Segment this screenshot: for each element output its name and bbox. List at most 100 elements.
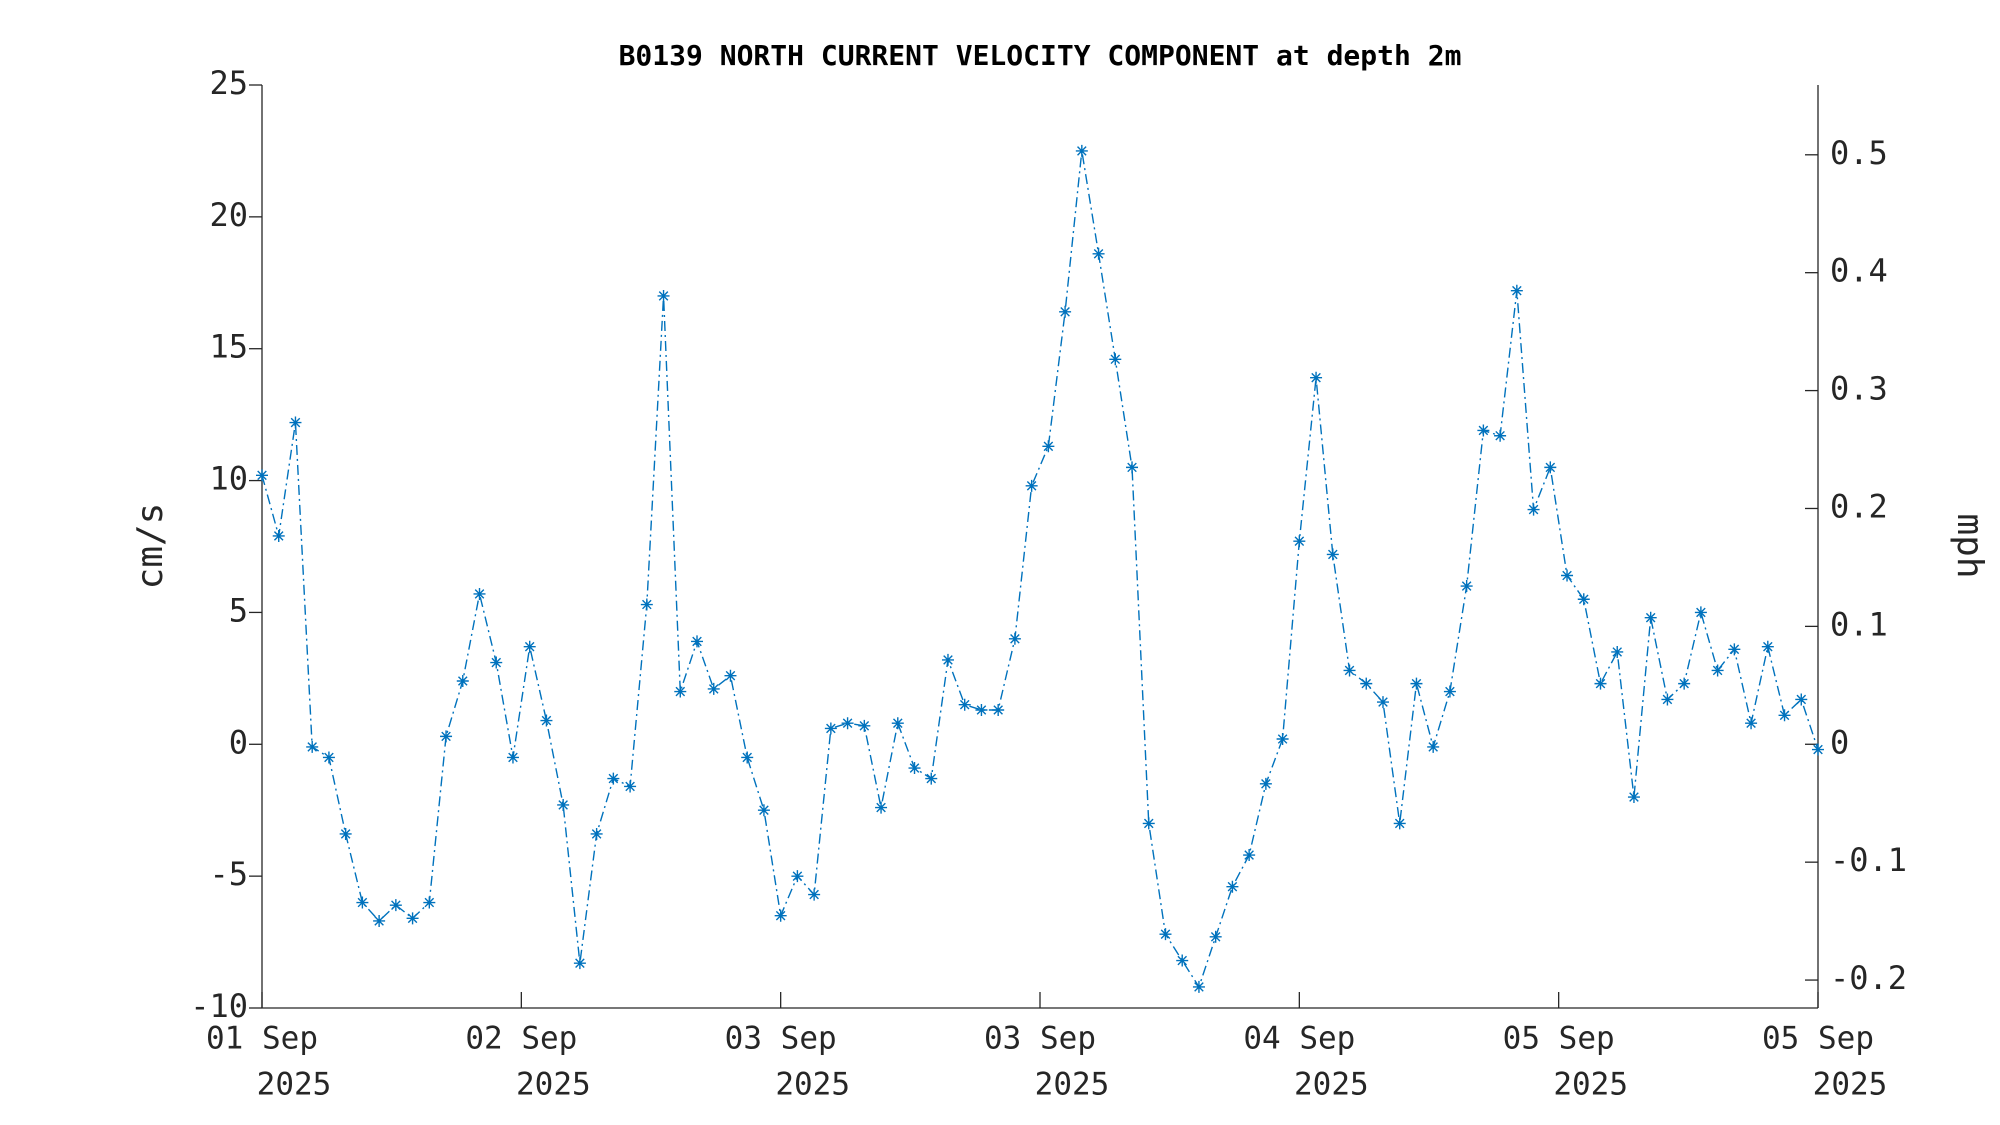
y2-tick-label: -0.2 bbox=[1830, 959, 1907, 997]
data-point bbox=[1075, 144, 1088, 157]
data-point bbox=[707, 682, 720, 695]
y2-tick-label: 0 bbox=[1830, 723, 1849, 761]
data-point bbox=[975, 704, 988, 717]
data-point bbox=[1092, 247, 1105, 260]
x-tick-label: 2025 bbox=[1553, 1067, 1628, 1103]
y-axis-label: cm/s bbox=[130, 503, 171, 590]
y-tick-label: 5 bbox=[229, 591, 248, 629]
data-point bbox=[1059, 305, 1072, 318]
y-tick-label: -5 bbox=[209, 855, 248, 893]
data-point bbox=[1711, 664, 1724, 677]
y-tick-label: -10 bbox=[190, 987, 248, 1025]
data-point bbox=[1694, 606, 1707, 619]
data-point bbox=[908, 762, 921, 775]
data-point bbox=[1226, 880, 1239, 893]
data-point bbox=[657, 289, 670, 302]
data-point bbox=[875, 801, 888, 814]
data-point bbox=[1393, 817, 1406, 830]
data-point bbox=[1276, 733, 1289, 746]
y2-tick-label: -0.1 bbox=[1830, 841, 1907, 879]
y2-tick-label: 0.1 bbox=[1830, 605, 1888, 643]
x-tick-label: 2025 bbox=[775, 1067, 850, 1103]
x-tick-label: 05 Sep bbox=[1762, 1021, 1874, 1057]
x-tick-label: 2025 bbox=[257, 1067, 332, 1103]
data-point bbox=[1728, 643, 1741, 656]
x-tick-label: 03 Sep bbox=[725, 1021, 837, 1057]
data-point bbox=[1310, 371, 1323, 384]
data-point bbox=[1745, 717, 1758, 730]
data-point bbox=[1761, 640, 1774, 653]
data-point bbox=[1192, 980, 1205, 993]
data-point bbox=[1510, 284, 1523, 297]
x-tick-label: 03 Sep bbox=[984, 1021, 1096, 1057]
data-point bbox=[691, 635, 704, 648]
data-point bbox=[1678, 677, 1691, 690]
data-point bbox=[1544, 461, 1557, 474]
data-point bbox=[1611, 645, 1624, 658]
data-point bbox=[1008, 632, 1021, 645]
data-point bbox=[1577, 593, 1590, 606]
y2-axis-label: mph bbox=[1949, 513, 1990, 578]
data-point bbox=[1778, 709, 1791, 722]
data-point bbox=[1209, 930, 1222, 943]
x-tick-label: 04 Sep bbox=[1243, 1021, 1355, 1057]
data-point bbox=[1410, 677, 1423, 690]
y2-tick-label: 0.3 bbox=[1830, 370, 1888, 408]
data-point bbox=[590, 827, 603, 840]
data-point bbox=[1477, 424, 1490, 437]
data-point bbox=[640, 598, 653, 611]
data-point bbox=[1443, 685, 1456, 698]
data-point bbox=[1376, 696, 1389, 709]
data-point bbox=[490, 656, 503, 669]
data-point bbox=[674, 685, 687, 698]
data-point bbox=[389, 899, 402, 912]
data-point bbox=[791, 870, 804, 883]
data-point bbox=[256, 469, 268, 482]
data-point bbox=[1126, 461, 1139, 474]
data-point bbox=[858, 719, 871, 732]
data-point bbox=[1142, 817, 1155, 830]
y2-tick-label: 0.2 bbox=[1830, 487, 1888, 525]
data-point bbox=[1025, 479, 1038, 492]
data-point bbox=[1795, 693, 1808, 706]
data-point bbox=[1812, 743, 1824, 756]
y-tick-label: 25 bbox=[209, 64, 248, 102]
series-line bbox=[261, 150, 1819, 989]
y-tick-label: 10 bbox=[209, 460, 248, 498]
y-tick-label: 0 bbox=[229, 723, 248, 761]
data-point bbox=[1109, 353, 1122, 366]
data-point bbox=[1494, 429, 1507, 442]
data-point bbox=[540, 714, 553, 727]
y2-tick-label: 0.4 bbox=[1830, 252, 1888, 290]
data-point bbox=[841, 717, 854, 730]
data-point bbox=[306, 740, 319, 753]
data-point bbox=[1661, 693, 1674, 706]
data-point bbox=[992, 704, 1005, 717]
x-tick-label: 2025 bbox=[516, 1067, 591, 1103]
chart-title: B0139 NORTH CURRENT VELOCITY COMPONENT a… bbox=[619, 39, 1462, 72]
data-point bbox=[1159, 928, 1172, 941]
x-tick-label: 02 Sep bbox=[465, 1021, 577, 1057]
y-tick-label: 20 bbox=[209, 196, 248, 234]
data-point bbox=[1360, 677, 1373, 690]
data-point bbox=[1176, 954, 1189, 967]
data-point bbox=[1427, 740, 1440, 753]
x-tick-label: 2025 bbox=[1294, 1067, 1369, 1103]
y-tick-label: 15 bbox=[209, 328, 248, 366]
data-point bbox=[1460, 580, 1473, 593]
x-tick-label: 01 Sep bbox=[206, 1021, 318, 1057]
data-point bbox=[573, 957, 586, 970]
data-point bbox=[958, 698, 971, 711]
data-point bbox=[373, 914, 386, 927]
data-point bbox=[506, 751, 519, 764]
data-point bbox=[322, 751, 335, 764]
data-point bbox=[774, 909, 787, 922]
data-point bbox=[440, 730, 453, 743]
data-point bbox=[1527, 503, 1540, 516]
x-tick-label: 2025 bbox=[1035, 1067, 1110, 1103]
data-point bbox=[456, 674, 469, 687]
data-point bbox=[1326, 548, 1339, 561]
data-point bbox=[473, 587, 486, 600]
